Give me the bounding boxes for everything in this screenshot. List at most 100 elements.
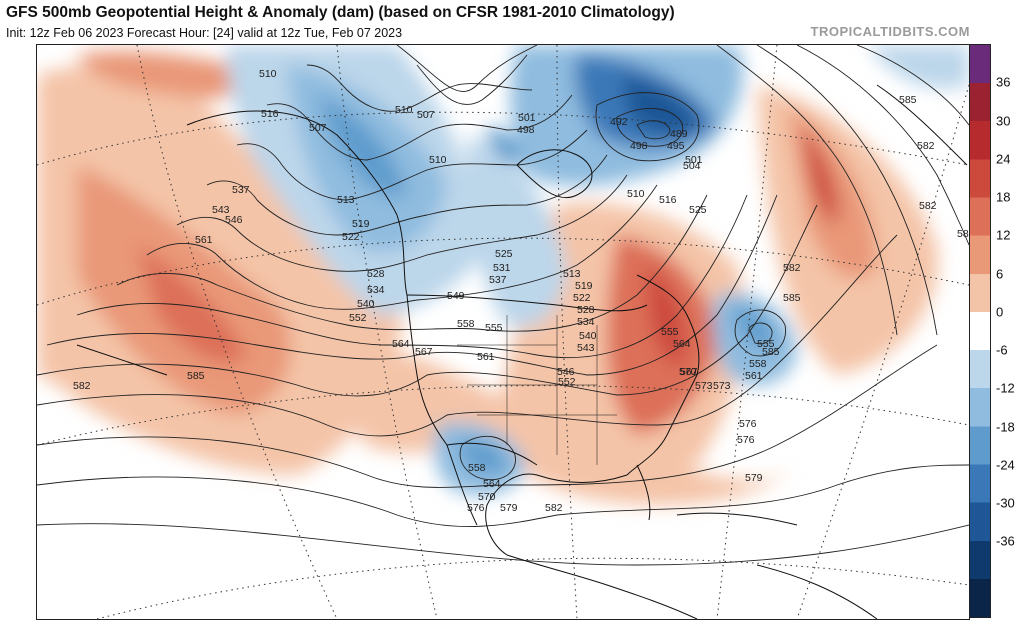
contour-label: 534 [577,316,595,328]
contour-label: 555 [661,326,679,338]
contour-label: 549 [447,290,465,302]
contour-label: 498 [630,140,648,152]
contour-label: 585 [957,228,969,240]
contour-label: 567 [415,346,433,358]
anomaly-negative-greenland [867,45,969,89]
contour-label: 498 [517,124,535,136]
contour-label: 543 [212,204,230,216]
anomaly-negative-northwest-inner [317,95,407,197]
contour-label: 522 [573,292,591,304]
anomaly-positive-northpac [77,50,243,99]
map-title: GFS 500mb Geopotential Height & Anomaly … [6,4,675,21]
contour-label: 534 [367,284,385,296]
contour-label: 546 [557,366,575,378]
contour-label: 561 [745,370,763,382]
colorbar-tick-label: 6 [996,266,1004,282]
contour-label: 576 [467,502,485,514]
contour-label: 585 [762,346,780,358]
contour-label: 522 [342,231,360,243]
cuba [676,512,798,526]
lat-lon-grid [37,45,969,619]
us-canada-border [406,294,648,312]
contour-label: 525 [495,248,513,260]
contour-label: 561 [195,234,213,246]
colorbar-tick-label: 18 [996,189,1011,205]
contour-label: 579 [745,472,763,484]
contour-label: 570 [679,366,697,378]
anomaly-positive-atlantic-inner [802,125,838,225]
contour-label: 582 [73,380,91,392]
contour-label: 552 [558,376,576,388]
borders [76,84,968,619]
hudson-bay [516,149,593,199]
contour-label: 528 [577,304,595,316]
contour-label: 564 [673,338,691,350]
colorbar-tick-label: -12 [996,380,1015,396]
contour-label: 495 [667,140,685,152]
contour-label: 543 [577,342,595,354]
state-lines [457,315,617,465]
contour-label: 507 [309,122,327,134]
contour-label: 516 [659,194,677,206]
contour-label: 582 [917,140,935,152]
contour-label: 579 [500,502,518,514]
contour-label: 510 [259,68,277,80]
greenland-coast [876,84,968,166]
colorbar-tick-label: -6 [996,342,1008,358]
map-subtitle: Init: 12z Feb 06 2023 Forecast Hour: [24… [6,26,403,40]
colorbar-tick-label: -36 [996,533,1015,549]
contour-label: 540 [579,330,597,342]
colorbar-tick-label: 12 [996,227,1011,243]
contour-label: 573 [713,380,731,392]
anomaly-negative-central-core [487,125,521,165]
contour-label: 510 [429,154,447,166]
anomaly-negative-southwest-core [457,439,507,474]
us-mexico-border [446,442,538,466]
contour-label: 570 [478,491,496,503]
height-contours [37,45,969,566]
aleutians [76,344,168,376]
contour-label: 510 [627,188,645,200]
contour-label: 537 [232,184,250,196]
colorbar-tick-label: 24 [996,151,1011,167]
contour-label: 558 [749,358,767,370]
contour-label: 561 [477,351,495,363]
contour-label: 558 [457,318,475,330]
contour-label: 564 [392,338,410,350]
colorbar-tick-label: -24 [996,457,1015,473]
alaska [186,110,398,216]
gulf-coast [485,473,628,556]
contour-label: 576 [737,434,755,446]
contour-label: 489 [670,128,688,140]
north-america-east-coast [626,274,700,476]
anomaly-colorbar [969,44,991,618]
contour-label: 501 [518,112,536,124]
site-watermark: TROPICALTIDBITS.COM [810,24,970,39]
contour-label: 525 [689,204,707,216]
contour-label: 573 [695,380,713,392]
contour-label: 567 [680,366,698,378]
colorbar-tick-label: -30 [996,495,1015,511]
contour-label: 585 [783,292,801,304]
central-america [506,554,698,619]
contour-label: 519 [575,280,593,292]
contour-label: 504 [683,160,701,172]
colorbar-tick-label: -18 [996,419,1015,435]
contour-label: 492 [610,116,628,128]
anomaly-negative-central [467,135,567,328]
north-america-west-coast [396,214,478,526]
contour-label: 519 [352,218,370,230]
contour-label: 558 [468,462,486,474]
contour-label: 528 [367,268,385,280]
contour-label: 516 [261,108,279,120]
contour-label: 531 [493,262,511,274]
south-america [756,564,878,619]
contour-label: 555 [485,322,503,334]
contour-label: 501 [685,154,703,166]
contour-label: 576 [739,418,757,430]
contour-label: 513 [563,268,581,280]
contour-label: 552 [349,312,367,324]
contour-label: 582 [783,262,801,274]
